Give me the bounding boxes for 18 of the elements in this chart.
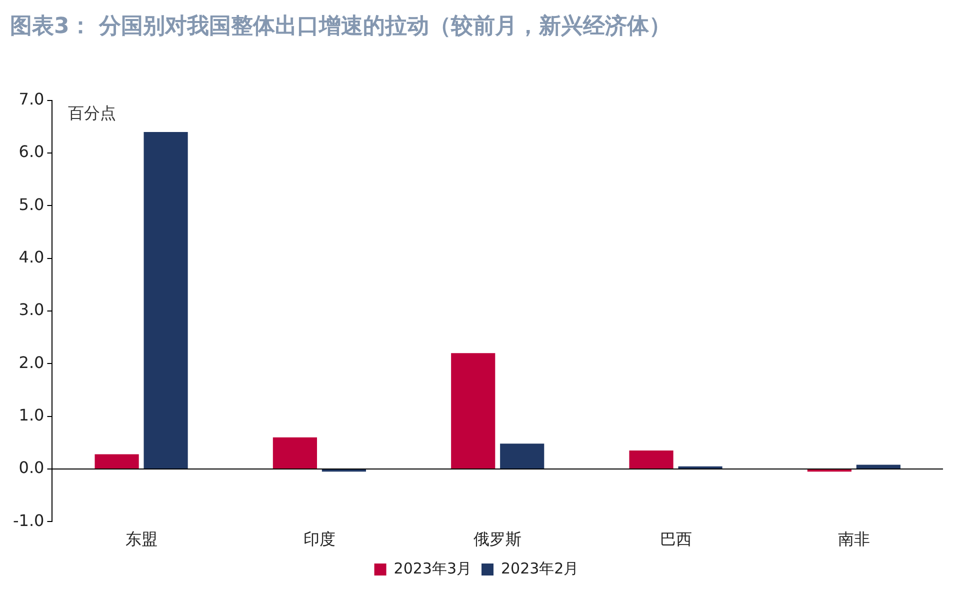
x-tick-label: 印度 <box>303 530 336 549</box>
y-tick-label: 4.0 <box>18 248 44 267</box>
y-tick-label: 7.0 <box>18 90 44 109</box>
x-tick-label: 东盟 <box>125 530 158 549</box>
y-tick-label: 5.0 <box>18 194 44 214</box>
x-tick-label: 巴西 <box>660 530 692 549</box>
x-tick-label: 南非 <box>838 530 870 549</box>
y-axis-title: 百分点 <box>68 104 116 123</box>
y-tick-label: -1.0 <box>13 510 44 530</box>
x-tick-label: 俄罗斯 <box>474 530 522 549</box>
legend-label: 2023年2月 <box>501 559 579 578</box>
y-tick-label: 0.0 <box>18 458 44 478</box>
legend-label: 2023年3月 <box>394 559 472 578</box>
y-tick-label: 6.0 <box>18 142 44 162</box>
chart-title: 图表3： 分国别对我国整体出口增速的拉动（较前月，新兴经济体） <box>10 12 671 39</box>
y-tick-label: 1.0 <box>18 405 44 424</box>
y-tick-label: 3.0 <box>18 300 44 320</box>
y-tick-label: 2.0 <box>18 352 44 372</box>
